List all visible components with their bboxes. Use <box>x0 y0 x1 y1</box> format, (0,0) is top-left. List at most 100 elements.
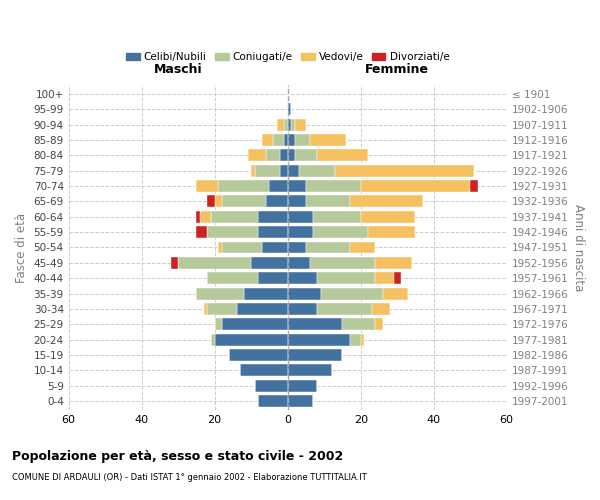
Text: COMUNE DI ARDAULI (OR) - Dati ISTAT 1° gennaio 2002 - Elaborazione TUTTITALIA.IT: COMUNE DI ARDAULI (OR) - Dati ISTAT 1° g… <box>12 472 367 482</box>
Bar <box>196 211 200 223</box>
Bar <box>222 318 287 330</box>
Bar <box>287 104 292 116</box>
Bar <box>171 257 178 269</box>
Bar <box>218 180 269 192</box>
Bar <box>376 272 394 284</box>
Bar <box>287 211 313 223</box>
Bar <box>287 364 331 376</box>
Bar <box>251 165 255 177</box>
Bar <box>287 288 320 300</box>
Bar <box>470 180 478 192</box>
Bar <box>287 334 350 345</box>
Bar <box>259 211 287 223</box>
Bar <box>280 165 287 177</box>
Bar <box>320 288 383 300</box>
Bar <box>211 334 215 345</box>
Y-axis label: Anni di nascita: Anni di nascita <box>572 204 585 291</box>
Bar <box>287 150 295 162</box>
Bar <box>255 380 287 392</box>
Bar <box>287 349 343 361</box>
Bar <box>284 119 287 130</box>
Bar <box>371 303 390 315</box>
Bar <box>306 242 350 254</box>
Bar <box>208 226 259 238</box>
Bar <box>368 226 415 238</box>
Bar <box>208 272 259 284</box>
Bar <box>287 180 306 192</box>
Bar <box>317 303 371 315</box>
Bar <box>383 288 408 300</box>
Bar <box>244 288 287 300</box>
Bar <box>287 318 343 330</box>
Bar <box>376 257 412 269</box>
Bar <box>196 226 208 238</box>
Bar <box>350 242 376 254</box>
Bar <box>215 196 222 207</box>
Bar <box>317 150 368 162</box>
Bar <box>262 134 273 146</box>
Bar <box>204 303 208 315</box>
Bar <box>259 395 287 407</box>
Bar <box>269 180 287 192</box>
Bar <box>287 380 317 392</box>
Bar <box>287 134 295 146</box>
Bar <box>306 196 350 207</box>
Bar <box>259 226 287 238</box>
Bar <box>313 226 368 238</box>
Bar <box>208 196 215 207</box>
Bar <box>248 150 266 162</box>
Bar <box>350 196 423 207</box>
Bar <box>211 211 259 223</box>
Bar <box>335 165 474 177</box>
Bar <box>196 288 244 300</box>
Y-axis label: Fasce di età: Fasce di età <box>15 212 28 282</box>
Bar <box>295 119 306 130</box>
Bar <box>280 150 287 162</box>
Bar <box>317 272 376 284</box>
Bar <box>295 150 317 162</box>
Bar <box>229 349 287 361</box>
Bar <box>295 134 310 146</box>
Bar <box>310 134 346 146</box>
Bar <box>343 318 376 330</box>
Bar <box>273 134 284 146</box>
Bar <box>287 226 313 238</box>
Bar <box>251 257 287 269</box>
Bar <box>292 119 295 130</box>
Bar <box>287 119 292 130</box>
Bar <box>361 334 364 345</box>
Bar <box>215 334 287 345</box>
Bar <box>287 395 313 407</box>
Bar <box>196 180 218 192</box>
Bar <box>376 318 383 330</box>
Bar <box>284 134 287 146</box>
Bar <box>310 257 376 269</box>
Bar <box>178 257 251 269</box>
Bar <box>287 272 317 284</box>
Bar <box>222 242 262 254</box>
Bar <box>236 303 287 315</box>
Text: Popolazione per età, sesso e stato civile - 2002: Popolazione per età, sesso e stato civil… <box>12 450 343 463</box>
Bar <box>262 242 287 254</box>
Bar <box>208 303 236 315</box>
Bar <box>394 272 401 284</box>
Bar <box>361 211 415 223</box>
Bar <box>215 318 222 330</box>
Bar <box>287 242 306 254</box>
Bar <box>200 211 211 223</box>
Bar <box>266 196 287 207</box>
Bar <box>287 165 299 177</box>
Bar <box>287 303 317 315</box>
Bar <box>361 180 470 192</box>
Bar <box>222 196 266 207</box>
Bar <box>218 242 222 254</box>
Bar <box>313 211 361 223</box>
Bar <box>306 180 361 192</box>
Bar <box>287 196 306 207</box>
Bar <box>240 364 287 376</box>
Bar <box>350 334 361 345</box>
Bar <box>255 165 280 177</box>
Bar <box>299 165 335 177</box>
Bar <box>259 272 287 284</box>
Legend: Celibi/Nubili, Coniugati/e, Vedovi/e, Divorziati/e: Celibi/Nubili, Coniugati/e, Vedovi/e, Di… <box>122 48 454 66</box>
